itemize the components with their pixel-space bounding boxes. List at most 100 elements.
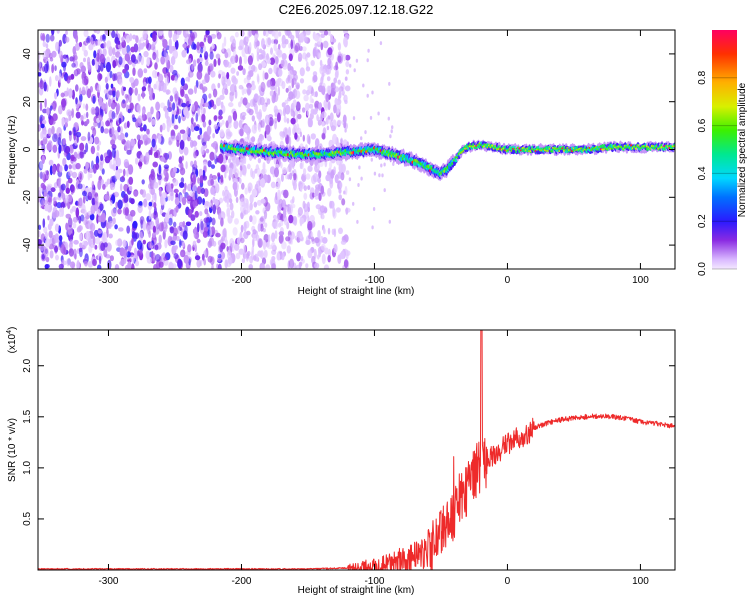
spectrogram-speckle xyxy=(193,151,198,159)
spectrogram-speckle xyxy=(252,229,257,235)
spectrogram-speckle xyxy=(340,250,345,260)
spectrogram-speckle xyxy=(166,122,170,133)
spectrogram-speckle xyxy=(172,49,178,60)
spectrogram-speckle xyxy=(306,110,309,116)
spectrogram-xlabel: Height of straight line (km) xyxy=(298,286,415,297)
spectrogram-speckle xyxy=(339,182,343,189)
spectrogram-speckle xyxy=(274,112,278,117)
spectrogram-speckle xyxy=(316,164,321,170)
spectrogram-speckle xyxy=(243,124,249,133)
spectrogram-speckle xyxy=(388,81,391,86)
spectrogram-speckle xyxy=(197,222,200,233)
x-tick-label: -300 xyxy=(98,576,118,587)
spectrogram-speckle xyxy=(126,44,131,54)
spectrogram-speckle xyxy=(332,38,337,43)
spectrogram-speckle xyxy=(223,36,227,47)
spectrogram-speckle xyxy=(71,171,78,179)
spectrogram-speckle xyxy=(279,131,284,137)
spectrogram-speckle xyxy=(276,177,281,187)
spectrogram-speckle xyxy=(125,34,131,44)
spectrogram-speckle xyxy=(91,160,94,170)
spectrogram-speckle xyxy=(173,124,179,130)
spectrogram-speckle xyxy=(104,155,111,164)
spectrogram-speckle xyxy=(42,50,48,60)
spectrogram-speckle xyxy=(45,43,49,49)
spectrogram-speckle xyxy=(226,213,230,218)
spectrogram-speckle xyxy=(110,102,116,110)
spectrogram-speckle xyxy=(273,38,279,45)
spectrogram-speckle xyxy=(185,30,189,34)
spectrogram-speckle xyxy=(299,131,303,138)
spectrogram-speckle xyxy=(203,133,208,138)
spectrogram-speckle xyxy=(38,72,42,77)
spectrogram-speckle xyxy=(301,175,306,181)
spectrogram-speckle xyxy=(210,178,214,186)
spectrogram-speckle xyxy=(326,76,331,82)
spectrogram-speckle xyxy=(235,252,241,260)
spectrogram-speckle xyxy=(71,89,75,100)
spectrogram-speckle xyxy=(229,92,235,102)
spectrogram-speckle xyxy=(371,225,374,230)
spectrogram-speckle xyxy=(341,164,346,173)
spectrogram-speckle xyxy=(158,164,162,175)
spectrogram-speckle xyxy=(334,70,339,79)
spectrogram-speckle xyxy=(320,33,325,38)
spectrogram-speckle xyxy=(240,112,243,120)
spectrogram-speckle xyxy=(265,124,271,135)
spectrogram-speckle xyxy=(340,240,347,245)
spectrogram-speckle xyxy=(80,114,84,122)
spectrogram-speckle xyxy=(204,60,209,66)
spectrogram-speckle xyxy=(153,206,157,216)
spectrogram-speckle xyxy=(200,46,204,54)
spectrogram-speckle xyxy=(43,81,47,92)
spectrogram-speckle xyxy=(329,200,333,209)
spectrogram-speckle xyxy=(320,113,323,122)
spectrogram-speckle xyxy=(321,121,325,127)
spectrogram-speckle xyxy=(196,259,201,268)
spectrogram-speckle xyxy=(181,196,187,206)
spectrogram-speckle xyxy=(155,101,161,111)
spectrogram-speckle xyxy=(257,250,263,257)
spectrogram-speckle xyxy=(311,192,315,198)
spectrogram-speckle xyxy=(46,107,50,116)
spectrogram-speckle xyxy=(329,112,334,122)
spectrogram-speckle xyxy=(142,109,145,115)
spectrogram-speckle xyxy=(307,249,313,259)
spectrogram-speckle xyxy=(284,38,289,45)
spectrogram-speckle xyxy=(172,33,178,43)
spectrogram-speckle xyxy=(73,51,77,57)
spectrogram-speckle xyxy=(38,230,41,238)
spectrogram-speckle xyxy=(88,36,94,45)
spectrogram-speckle xyxy=(320,204,325,212)
spectrogram-speckle xyxy=(353,68,356,73)
spectrogram-speckle xyxy=(232,48,237,58)
spectrogram-speckle xyxy=(358,165,361,170)
spectrogram-speckle xyxy=(38,189,41,198)
spectrogram-speckle xyxy=(310,133,316,140)
spectrogram-speckle xyxy=(229,202,234,211)
spectrogram-speckle xyxy=(91,108,96,115)
spectrogram-speckle xyxy=(207,37,213,44)
spectrogram-speckle xyxy=(215,232,221,238)
spectrogram-speckle xyxy=(377,111,380,116)
spectrogram-speckle xyxy=(69,56,74,62)
spectrogram-speckle xyxy=(108,233,113,239)
spectrogram-speckle xyxy=(274,56,279,65)
spectrogram-speckle xyxy=(366,58,369,63)
spectrogram-speckle xyxy=(332,206,336,217)
spectrogram-speckle xyxy=(199,211,203,217)
spectrogram-speckle xyxy=(217,172,221,178)
spectrogram-speckle xyxy=(238,101,242,108)
spectrogram-speckle xyxy=(251,136,256,143)
spectrogram-speckle xyxy=(137,204,143,214)
spectrogram-speckle xyxy=(173,188,179,194)
spectrogram-speckle xyxy=(132,67,136,76)
spectrogram-speckle xyxy=(102,183,106,190)
spectrogram-speckle xyxy=(196,41,200,51)
spectrogram-speckle xyxy=(249,255,254,264)
spectrogram-speckle xyxy=(90,126,96,131)
spectrogram-speckle xyxy=(302,46,307,52)
spectrogram-speckle xyxy=(78,41,83,48)
spectrogram-speckle xyxy=(100,179,104,185)
